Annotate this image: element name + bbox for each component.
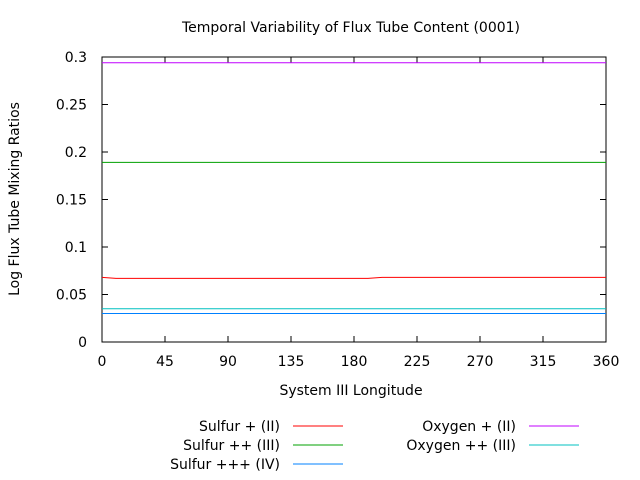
y-tick-label: 0.15 <box>56 193 87 209</box>
legend: Sulfur + (II) Sulfur ++ (III) Sulfur +++ (… <box>170 419 579 473</box>
x-tick-label: 45 <box>156 354 174 370</box>
legend-label-oxygen-ii: Oxygen + (II) <box>422 419 516 435</box>
legend-label-oxygen-iii: Oxygen ++ (III) <box>406 438 516 454</box>
y-tick-label: 0.1 <box>65 240 87 256</box>
series-lines <box>101 62 606 314</box>
x-tick-label: 360 <box>593 354 620 370</box>
legend-label-sulfur-iii: Sulfur ++ (III) <box>183 438 280 454</box>
x-axis: 0 45 90 135 180 225 270 315 360 <box>98 57 620 370</box>
x-tick-label: 225 <box>404 354 431 370</box>
y-tick-label: 0.2 <box>65 145 87 161</box>
plot-area <box>101 56 607 343</box>
x-tick-label: 0 <box>98 354 107 370</box>
x-tick-label: 90 <box>219 354 237 370</box>
plot-border <box>101 56 607 343</box>
x-axis-label: System III Longitude <box>279 383 422 399</box>
x-tick-label: 135 <box>278 354 305 370</box>
y-tick-label: 0.25 <box>56 98 87 114</box>
x-tick-label: 270 <box>467 354 494 370</box>
y-tick-label: 0.3 <box>65 50 87 66</box>
chart-title: Temporal Variability of Flux Tube Conten… <box>181 20 520 36</box>
y-tick-label: 0.05 <box>56 288 87 304</box>
y-axis: 0 0.05 0.1 0.15 0.2 0.25 0.3 <box>56 50 606 351</box>
x-tick-label: 315 <box>530 354 557 370</box>
legend-label-sulfur-ii: Sulfur + (II) <box>199 419 280 435</box>
series-line-sulfur-ii <box>101 276 606 279</box>
y-axis-label: Log Flux Tube Mixing Ratios <box>7 102 23 296</box>
x-tick-label: 180 <box>341 354 368 370</box>
legend-label-sulfur-iv: Sulfur +++ (IV) <box>170 457 280 473</box>
y-tick-label: 0 <box>78 335 87 351</box>
